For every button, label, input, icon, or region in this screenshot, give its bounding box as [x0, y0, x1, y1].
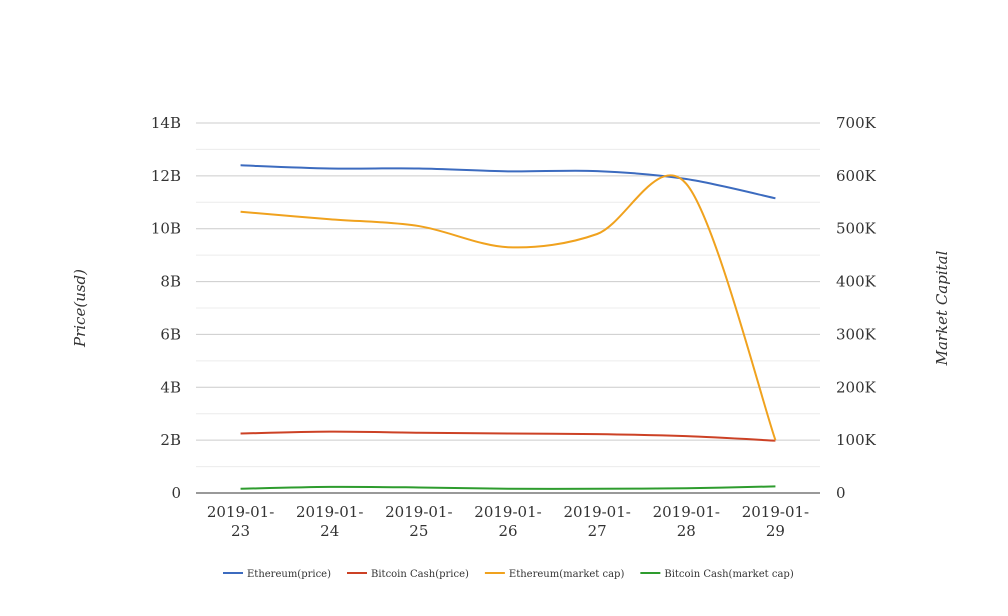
y-tick-label: 6B — [160, 325, 181, 343]
legend-item: Ethereum(price) — [223, 569, 331, 580]
gridlines — [196, 122, 820, 468]
x-axis: 2019-01-23 2019-01-24 2019-01-25 2019-01-26… — [207, 503, 809, 540]
y-tick-label: 0 — [171, 484, 181, 502]
y-tick-label: 2B — [160, 431, 181, 449]
y-tick-label: 4B — [160, 378, 181, 396]
y2-tick-label: 100K — [836, 431, 877, 449]
series-line-bitcoin-cash-price — [240, 430, 776, 442]
series-line-ethereum-market-cap — [240, 174, 777, 441]
y-tick-label: 8B — [160, 273, 181, 291]
y-tick-label: 14B — [151, 114, 181, 132]
x-tick-label: 2019-01-27 — [563, 503, 630, 540]
legend-label: Bitcoin Cash(market cap) — [664, 569, 793, 580]
x-tick-label: 2019-01-26 — [474, 503, 541, 540]
y2-tick-label: 500K — [836, 220, 877, 238]
y2-tick-label: 200K — [836, 378, 877, 396]
y2-tick-label: 600K — [836, 167, 877, 185]
y-axis-left: 0 2B 4B 6B 8B 10B 12B 14B — [151, 114, 181, 502]
series-lines — [240, 164, 777, 490]
legend-label: Ethereum(market cap) — [509, 569, 625, 580]
y2-tick-label: 700K — [836, 114, 877, 132]
series-line-ethereum-price — [240, 164, 776, 200]
y-axis-right: 0 100K 200K 300K 400K 500K 600K 700K — [836, 114, 877, 502]
legend-item: Bitcoin Cash(price) — [347, 569, 469, 580]
y-tick-label: 12B — [151, 167, 181, 185]
series-line-bitcoin-cash-market-cap — [240, 485, 776, 490]
legend-item: Bitcoin Cash(market cap) — [640, 569, 794, 580]
legend-label: Ethereum(price) — [247, 569, 331, 580]
x-tick-label: 2019-01-24 — [296, 503, 363, 540]
x-tick-label: 2019-01-29 — [742, 503, 809, 540]
legend-label: Bitcoin Cash(price) — [371, 569, 469, 580]
legend: Ethereum(price) Bitcoin Cash(price) Ethere… — [223, 569, 794, 580]
y2-axis-title: Market Capital — [933, 250, 951, 366]
legend-item: Ethereum(market cap) — [484, 569, 625, 580]
y2-tick-label: 400K — [836, 273, 877, 291]
y-tick-label: 10B — [151, 220, 181, 238]
y2-tick-label: 0 — [836, 484, 846, 502]
x-tick-label: 2019-01-28 — [653, 503, 720, 540]
x-tick-label: 2019-01-25 — [385, 503, 452, 540]
y-axis-title: Price(usd) — [71, 269, 89, 348]
x-tick-label: 2019-01-23 — [207, 503, 274, 540]
y2-tick-label: 300K — [836, 325, 877, 343]
